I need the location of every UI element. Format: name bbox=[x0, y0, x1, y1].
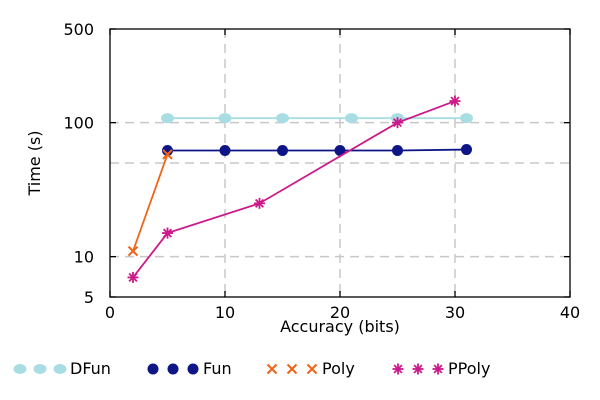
legend: DFun Fun Poly PPoly bbox=[13, 359, 490, 378]
legend-marker-ppoly bbox=[432, 363, 444, 375]
marker-stroke bbox=[450, 96, 460, 106]
marker-stroke bbox=[286, 363, 298, 375]
point-dfun bbox=[460, 113, 473, 124]
legend-marker-fun bbox=[167, 363, 179, 375]
marker-stroke bbox=[162, 149, 173, 160]
series-line-fun bbox=[167, 148, 467, 152]
legend-item-poly: Poly bbox=[266, 359, 355, 378]
legend-marker-poly bbox=[286, 363, 298, 375]
point-fun bbox=[219, 144, 231, 156]
marker-stroke bbox=[266, 363, 278, 375]
y-tick-label: 500 bbox=[63, 20, 94, 39]
legend-marker-ppoly bbox=[392, 363, 404, 375]
marker-stroke bbox=[393, 364, 403, 374]
point-fun bbox=[392, 144, 403, 156]
point-poly bbox=[162, 149, 173, 160]
legend-marker-ppoly bbox=[412, 363, 424, 375]
point-poly bbox=[127, 245, 139, 257]
point-dfun bbox=[276, 113, 289, 124]
point-ppoly bbox=[254, 197, 265, 209]
point-dfun bbox=[218, 113, 232, 124]
series-fun bbox=[162, 144, 472, 156]
legend-marker-poly bbox=[266, 363, 278, 375]
legend-marker-dfun bbox=[13, 364, 27, 374]
x-tick-label: 10 bbox=[215, 303, 235, 322]
legend-marker-dfun bbox=[33, 364, 47, 374]
point-ppoly bbox=[162, 227, 173, 239]
marker-stroke bbox=[433, 364, 443, 374]
series-poly bbox=[127, 149, 173, 257]
y-tick-label: 5 bbox=[84, 288, 94, 307]
x-tick-label: 30 bbox=[445, 303, 465, 322]
legend-label-ppoly: PPoly bbox=[448, 359, 490, 378]
x-tick-label: 20 bbox=[330, 303, 350, 322]
legend-marker-fun bbox=[147, 363, 159, 375]
marker-stroke bbox=[127, 245, 139, 257]
series-line-poly bbox=[132, 154, 169, 252]
legend-item-ppoly: PPoly bbox=[392, 359, 490, 378]
legend-marker-dfun bbox=[53, 364, 67, 374]
legend-marker-fun bbox=[187, 363, 199, 375]
marker-stroke bbox=[162, 228, 173, 238]
legend-label-dfun: DFun bbox=[70, 359, 111, 378]
legend-label-poly: Poly bbox=[322, 359, 355, 378]
x-tick-label: 40 bbox=[560, 303, 580, 322]
marker-stroke bbox=[392, 118, 403, 128]
point-ppoly bbox=[127, 271, 139, 283]
legend-marker-poly bbox=[306, 363, 318, 375]
point-fun bbox=[334, 144, 346, 156]
series-line-ppoly bbox=[132, 100, 456, 278]
marker-stroke bbox=[128, 272, 138, 282]
x-tick-label: 0 bbox=[105, 303, 115, 322]
marker-stroke bbox=[254, 198, 265, 208]
y-tick-label: 100 bbox=[63, 114, 94, 133]
marker-stroke bbox=[306, 363, 318, 375]
point-ppoly bbox=[392, 117, 403, 129]
series-ppoly bbox=[127, 95, 461, 283]
legend-label-fun: Fun bbox=[203, 359, 232, 378]
point-fun bbox=[277, 144, 288, 156]
legend-item-fun: Fun bbox=[147, 359, 232, 378]
legend-item-dfun: DFun bbox=[13, 359, 111, 378]
ticks: 0 10 20 30 40 5 10 100 500 bbox=[63, 20, 580, 322]
point-fun bbox=[162, 144, 173, 156]
point-dfun bbox=[345, 113, 358, 124]
point-ppoly bbox=[449, 95, 461, 107]
point-fun bbox=[461, 144, 472, 156]
grid bbox=[110, 29, 570, 297]
y-tick-label: 10 bbox=[74, 248, 94, 267]
x-axis-label: Accuracy (bits) bbox=[280, 317, 400, 336]
point-dfun bbox=[161, 113, 174, 124]
series bbox=[127, 95, 473, 283]
series-dfun bbox=[161, 113, 473, 124]
marker-stroke bbox=[413, 364, 423, 374]
y-axis-label: Time (s) bbox=[25, 130, 44, 196]
